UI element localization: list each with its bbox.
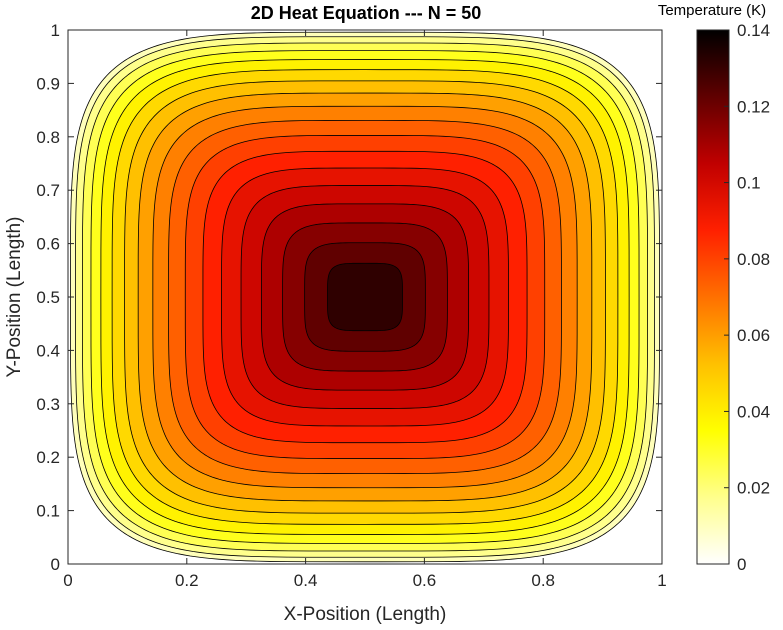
colorbar-title: Temperature (K) [658,2,766,19]
x-tick-label: 0 [63,571,72,590]
x-tick-label: 0.8 [531,571,555,590]
contour-line [221,167,509,427]
contour-line [75,36,655,558]
y-tick-label: 0.1 [36,502,60,521]
y-tick-label: 0.7 [36,181,60,200]
colorbar-tick-label: 0.08 [737,250,770,269]
contour-line [260,203,470,391]
contour-line [240,185,490,409]
plot-area: 0 0.2 0.4 0.6 0.8 1 0 0.1 0.2 0.3 0.4 0.5 0.6 0.7 0.8… [36,21,666,590]
contour-line [184,135,546,459]
contour-line [90,50,640,544]
x-tick-label: 0.6 [413,571,437,590]
colorbar-ticks: 0 0.02 0.04 0.06 0.08 0.1 0.12 0.14 [724,21,770,574]
y-axis-label: Y-Position (Length) [4,217,25,378]
contour-line [202,150,528,444]
contour-line [282,222,448,372]
y-axis-ticks: 0 0.1 0.2 0.3 0.4 0.5 0.6 0.7 0.8 0.9 1 [36,21,662,574]
y-tick-label: 0 [51,555,60,574]
y-tick-label: 0.6 [36,235,60,254]
y-tick-label: 0.8 [36,128,60,147]
colorbar-tick-label: 0.14 [737,21,770,40]
contour-line [168,119,562,475]
y-tick-label: 0.4 [36,341,60,360]
contour-band [327,263,403,331]
colorbar-tick-label: 0.12 [737,97,770,116]
contour-line [152,105,578,489]
x-tick-label: 0.4 [294,571,318,590]
x-tick-label: 0.2 [175,571,199,590]
x-tick-label: 1 [657,571,666,590]
contour-line [82,42,648,552]
colorbar-tick-label: 0 [737,555,746,574]
y-tick-label: 0.9 [36,74,60,93]
y-tick-label: 1 [51,21,60,40]
y-tick-label: 0.5 [36,288,60,307]
contour-line [124,80,606,514]
colorbar-tick-label: 0.06 [737,326,770,345]
colorbar-tick-label: 0.04 [737,402,770,421]
y-tick-label: 0.2 [36,448,60,467]
y-tick-label: 0.3 [36,395,60,414]
colorbar-gradient [696,29,730,565]
contour-line [304,242,426,352]
contour-line [100,59,630,535]
contour-line [137,92,593,502]
x-axis-label: X-Position (Length) [284,604,447,625]
colorbar-tick-label: 0.02 [737,479,770,498]
chart-title: 2D Heat Equation --- N = 50 [251,3,482,23]
contour-line [111,69,619,525]
colorbar-tick-label: 0.1 [737,174,761,193]
colorbar: Temperature (K) 0 0.02 0.04 0.06 0.08 0.1 0.12… [658,2,770,574]
x-axis-ticks: 0 0.2 0.4 0.6 0.8 1 [63,30,667,590]
contour-line [327,262,403,332]
